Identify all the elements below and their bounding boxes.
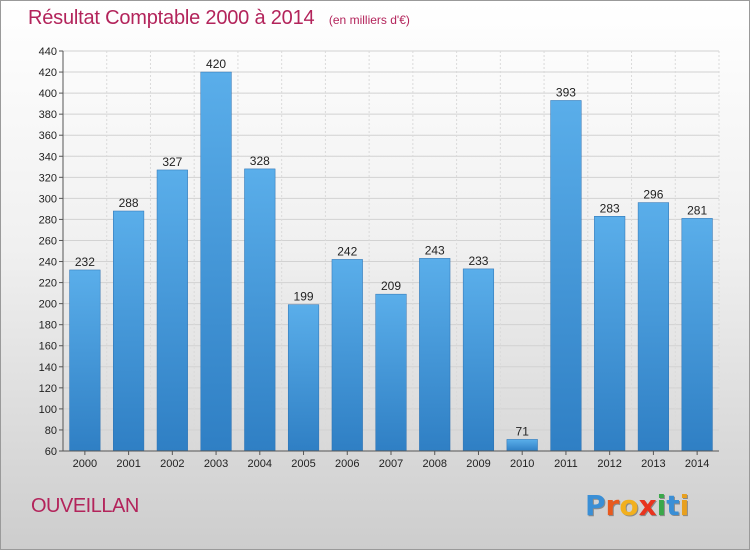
x-tick-label-2010: 2010 — [510, 458, 534, 470]
y-tick-label: 320 — [39, 172, 57, 184]
y-tick-label: 220 — [39, 278, 57, 290]
logo-letter: P — [585, 489, 606, 522]
x-tick-label-2008: 2008 — [422, 458, 446, 470]
logo-letter: x — [638, 489, 657, 522]
proxiti-logo: Proxiti — [585, 489, 689, 522]
value-label-2006: 242 — [337, 244, 357, 258]
commune-name: OUVEILLAN — [31, 495, 139, 517]
bar-2009 — [462, 268, 495, 452]
bar-2011 — [550, 100, 582, 452]
chart-title: Résultat Comptable 2000 à 2014 — [28, 7, 315, 29]
value-label-2005: 199 — [294, 290, 314, 304]
y-tick-label: 440 — [39, 46, 57, 58]
y-tick-label: 160 — [39, 341, 57, 353]
logo-letter: o — [619, 489, 639, 522]
y-tick-label: 400 — [39, 88, 57, 100]
x-tick-label-2002: 2002 — [160, 458, 184, 470]
bar-2002 — [156, 169, 188, 452]
title-row: Résultat Comptable 2000 à 2014 (en milli… — [28, 7, 410, 30]
x-tick-label-2009: 2009 — [466, 458, 490, 470]
x-tick-label-2006: 2006 — [335, 458, 359, 470]
bar-2010 — [506, 439, 538, 452]
bar-2014 — [681, 218, 713, 452]
y-tick-label: 120 — [39, 383, 57, 395]
value-label-2014: 281 — [687, 203, 707, 217]
value-label-2009: 233 — [468, 254, 488, 268]
y-tick-label: 100 — [39, 404, 57, 416]
value-label-2002: 327 — [162, 155, 182, 169]
value-label-2007: 209 — [381, 279, 401, 293]
x-tick-label-2005: 2005 — [291, 458, 315, 470]
y-tick-label: 260 — [39, 235, 57, 247]
x-tick-label-2013: 2013 — [641, 458, 665, 470]
y-tick-label: 200 — [39, 299, 57, 311]
value-label-2012: 283 — [600, 201, 620, 215]
bar-2001 — [113, 210, 145, 452]
y-tick-label: 80 — [45, 425, 57, 437]
bar-2005 — [287, 304, 320, 452]
bar-2006 — [331, 259, 363, 452]
bar-2004 — [244, 168, 276, 452]
value-label-2010: 71 — [516, 424, 530, 438]
x-tick-label-2001: 2001 — [116, 458, 140, 470]
y-tick-label: 420 — [39, 67, 57, 79]
bar-2012 — [594, 216, 626, 452]
x-tick-label-2003: 2003 — [204, 458, 228, 470]
logo-letter: i — [656, 489, 667, 522]
value-label-2000: 232 — [75, 255, 95, 269]
value-label-2004: 328 — [250, 154, 270, 168]
chart-subtitle: (en milliers d'€) — [328, 13, 410, 27]
bar-2003 — [200, 71, 232, 452]
y-tick-label: 380 — [39, 109, 57, 121]
logo-letter: t — [666, 489, 680, 522]
y-tick-label: 140 — [39, 362, 57, 374]
bar-2013 — [637, 202, 669, 452]
value-label-2013: 296 — [643, 188, 663, 202]
value-label-2003: 420 — [206, 57, 226, 71]
x-tick-label-2004: 2004 — [248, 458, 272, 470]
value-label-2011: 393 — [556, 85, 576, 99]
y-tick-label: 360 — [39, 130, 57, 142]
bar-2008 — [419, 258, 451, 452]
bar-2000 — [69, 269, 101, 452]
y-tick-label: 240 — [39, 257, 57, 269]
x-tick-label-2007: 2007 — [379, 458, 403, 470]
y-tick-label: 280 — [39, 214, 57, 226]
value-label-2008: 243 — [425, 243, 445, 257]
y-tick-label: 300 — [39, 193, 57, 205]
x-tick-label-2011: 2011 — [554, 458, 578, 470]
x-tick-label-2012: 2012 — [597, 458, 621, 470]
logo-letter: r — [605, 489, 620, 522]
y-tick-label: 60 — [45, 446, 57, 458]
x-tick-label-2014: 2014 — [685, 458, 709, 470]
bar-2007 — [375, 293, 407, 452]
y-tick-label: 180 — [39, 320, 57, 332]
logo-letter: i — [679, 489, 690, 522]
y-tick-label: 340 — [39, 151, 57, 163]
value-label-2001: 288 — [119, 196, 139, 210]
x-tick-label-2000: 2000 — [73, 458, 97, 470]
